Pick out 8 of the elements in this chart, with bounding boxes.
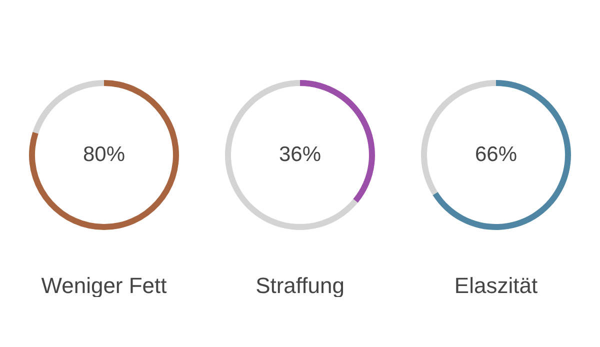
text: 80% [82, 143, 126, 166]
text: 66% [474, 143, 518, 166]
donut-slice [225, 80, 358, 230]
donut-slice [432, 80, 571, 230]
donut-slice [29, 80, 179, 230]
donut-slice [32, 80, 104, 134]
text: Elaszität [454, 273, 538, 298]
text: 36% [278, 143, 322, 166]
